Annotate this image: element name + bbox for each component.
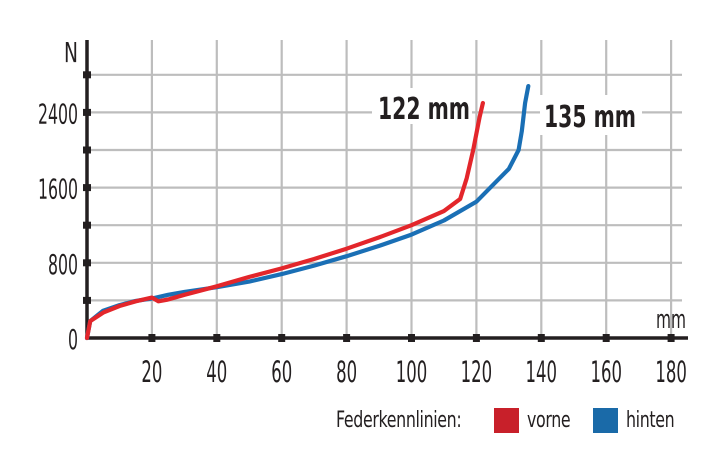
x-tick-marker bbox=[148, 334, 156, 342]
y-tick-label: 800 bbox=[48, 248, 78, 281]
x-tick-label: 140 bbox=[526, 355, 558, 389]
x-tick-marker bbox=[278, 334, 286, 342]
y-tick-marker bbox=[83, 184, 91, 192]
series-line-vorne bbox=[84, 100, 485, 341]
y-tick-marker bbox=[83, 259, 91, 267]
legend-label-rear: hinten bbox=[626, 407, 675, 433]
y-tick-marker bbox=[83, 146, 91, 154]
x-tick-marker bbox=[213, 334, 221, 342]
y-axis-unit: N bbox=[64, 36, 78, 69]
x-tick-marker bbox=[472, 334, 480, 342]
legend: Federkennlinien: vorne hinten bbox=[336, 405, 686, 435]
series-lines bbox=[84, 83, 531, 341]
annotation-front-bg bbox=[372, 88, 472, 124]
legend-swatch-rear bbox=[593, 407, 618, 433]
x-tick-label: 80 bbox=[336, 355, 357, 389]
x-tick-marker bbox=[537, 334, 545, 342]
y-tick-labels: 0 800 1600 2400 bbox=[38, 97, 78, 356]
x-tick-marker bbox=[408, 334, 415, 342]
y-tick-marker bbox=[83, 221, 91, 229]
x-tick-marker bbox=[602, 334, 610, 342]
x-tick-label: 20 bbox=[141, 355, 162, 389]
y-tick-label: 0 bbox=[68, 323, 78, 356]
x-tick-labels: 20 40 60 80 100 120 140 160 180 bbox=[141, 355, 686, 389]
x-tick-label: 160 bbox=[590, 355, 622, 389]
x-tick-label: 60 bbox=[271, 355, 292, 389]
x-tick-marker bbox=[343, 334, 351, 342]
legend-title: Federkennlinien: bbox=[336, 407, 462, 433]
annotation-front-travel: 122 mm bbox=[378, 92, 470, 127]
x-tick-marker bbox=[667, 334, 675, 342]
annotation-rear-bg bbox=[540, 95, 642, 135]
y-tick-marker bbox=[83, 108, 91, 116]
y-tick-marker bbox=[83, 71, 91, 79]
x-tick-label: 100 bbox=[396, 355, 428, 389]
x-tick-label: 120 bbox=[461, 355, 493, 389]
x-tick-label: 180 bbox=[655, 355, 687, 389]
x-tick-label: 40 bbox=[206, 355, 227, 389]
legend-label-front: vorne bbox=[527, 407, 571, 433]
x-axis-unit: mm bbox=[656, 305, 686, 335]
annotation-rear-travel: 135 mm bbox=[544, 100, 636, 135]
axes bbox=[83, 40, 688, 342]
legend-swatch-front bbox=[494, 407, 519, 433]
y-tick-label: 2400 bbox=[38, 97, 78, 130]
y-tick-marker bbox=[83, 296, 91, 304]
y-tick-label: 1600 bbox=[38, 173, 78, 206]
